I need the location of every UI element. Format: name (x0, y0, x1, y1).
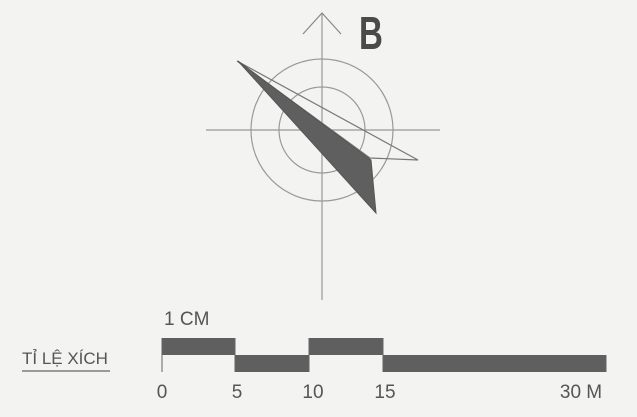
scale-tick-label-10: 10 (302, 382, 323, 403)
compass-outer-circle (250, 58, 394, 202)
compass-rose: B (206, 9, 440, 300)
scale-bar: 1 CM TỈ LỆ XÍCH 0 5 10 15 30 M (22, 309, 607, 403)
scale-tick-label-30: 30 M (560, 382, 602, 403)
north-label: B (359, 9, 383, 59)
scale-tick-label-15: 15 (374, 382, 395, 403)
scale-segment-15-30 (383, 355, 606, 372)
scale-tick-label-0: 0 (157, 382, 168, 403)
scale-bar-label: TỈ LỆ XÍCH (22, 349, 108, 368)
scale-segment-10-15 (309, 338, 383, 355)
compass-inner-circle (278, 86, 366, 174)
scale-tick-label-5: 5 (232, 382, 243, 403)
needle-dark (237, 60, 377, 215)
north-arrowhead (302, 12, 342, 35)
scale-segment-5-10 (235, 355, 309, 372)
scale-bar-unit-note: 1 CM (164, 309, 209, 330)
scale-segment-0-5 (162, 338, 235, 355)
